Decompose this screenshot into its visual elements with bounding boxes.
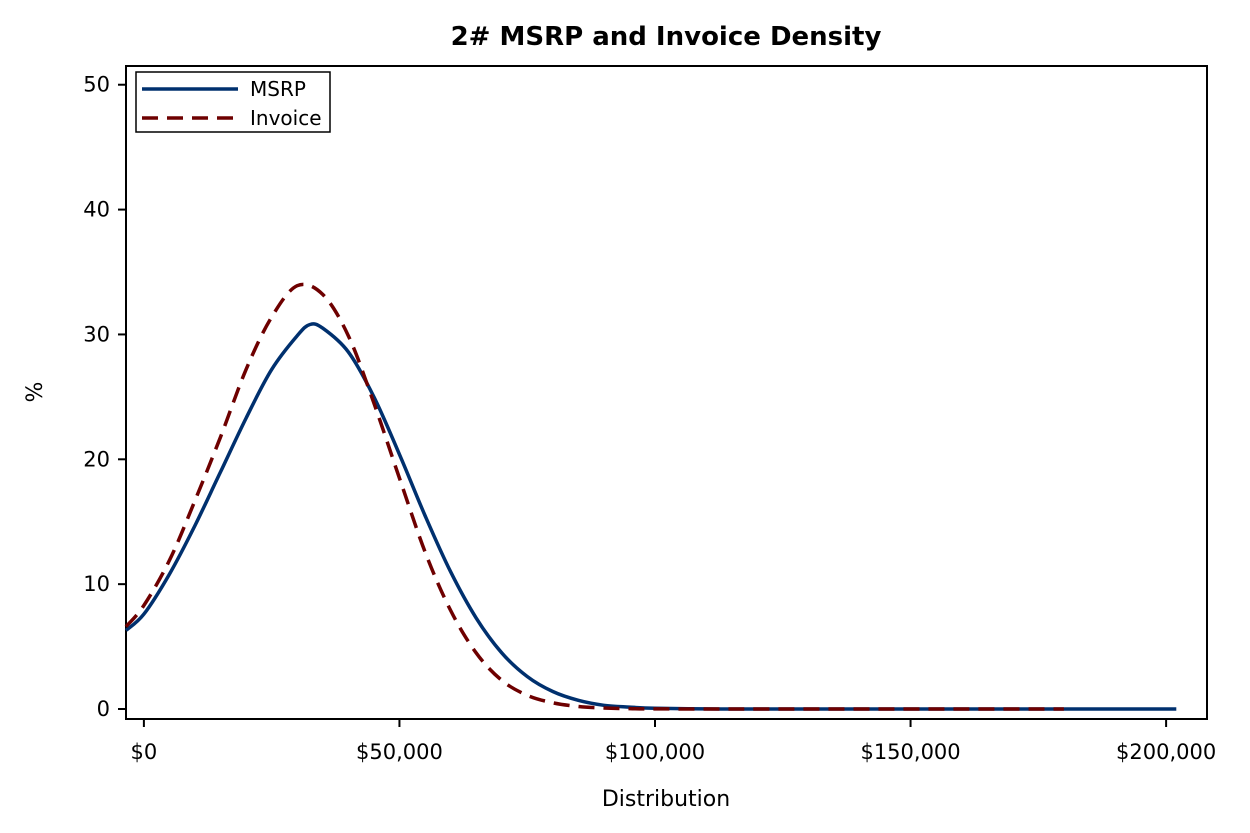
chart-title: 2# MSRP and Invoice Density [451, 22, 882, 52]
y-tick-label: 40 [83, 198, 110, 222]
y-tick-label: 30 [83, 322, 110, 346]
legend-label-msrp: MSRP [250, 77, 306, 101]
series-line-msrp [124, 322, 1177, 711]
plot-area [125, 65, 1208, 720]
series-layer [124, 282, 1177, 711]
x-tick-label: $150,000 [860, 740, 960, 764]
legend: MSRP Invoice [135, 71, 331, 133]
x-tick-label: $50,000 [356, 740, 443, 764]
series-line-invoice [124, 282, 1064, 711]
x-axis-label: Distribution [602, 787, 730, 812]
x-tick-label: $100,000 [605, 740, 705, 764]
y-tick-label: 10 [83, 572, 110, 596]
y-tick-label: 20 [83, 447, 110, 471]
y-axis-label: % [23, 382, 48, 403]
legend-box [135, 71, 331, 133]
x-axis: $0 $50,000 $100,000 $150,000 $200,000 [131, 719, 1216, 764]
x-tick-label: $200,000 [1116, 740, 1216, 764]
y-tick-label: 50 [83, 73, 110, 97]
legend-label-invoice: Invoice [250, 106, 322, 130]
x-tick-label: $0 [131, 740, 158, 764]
y-tick-label: 0 [97, 697, 110, 721]
y-axis: 0 10 20 30 40 50 [83, 73, 126, 721]
